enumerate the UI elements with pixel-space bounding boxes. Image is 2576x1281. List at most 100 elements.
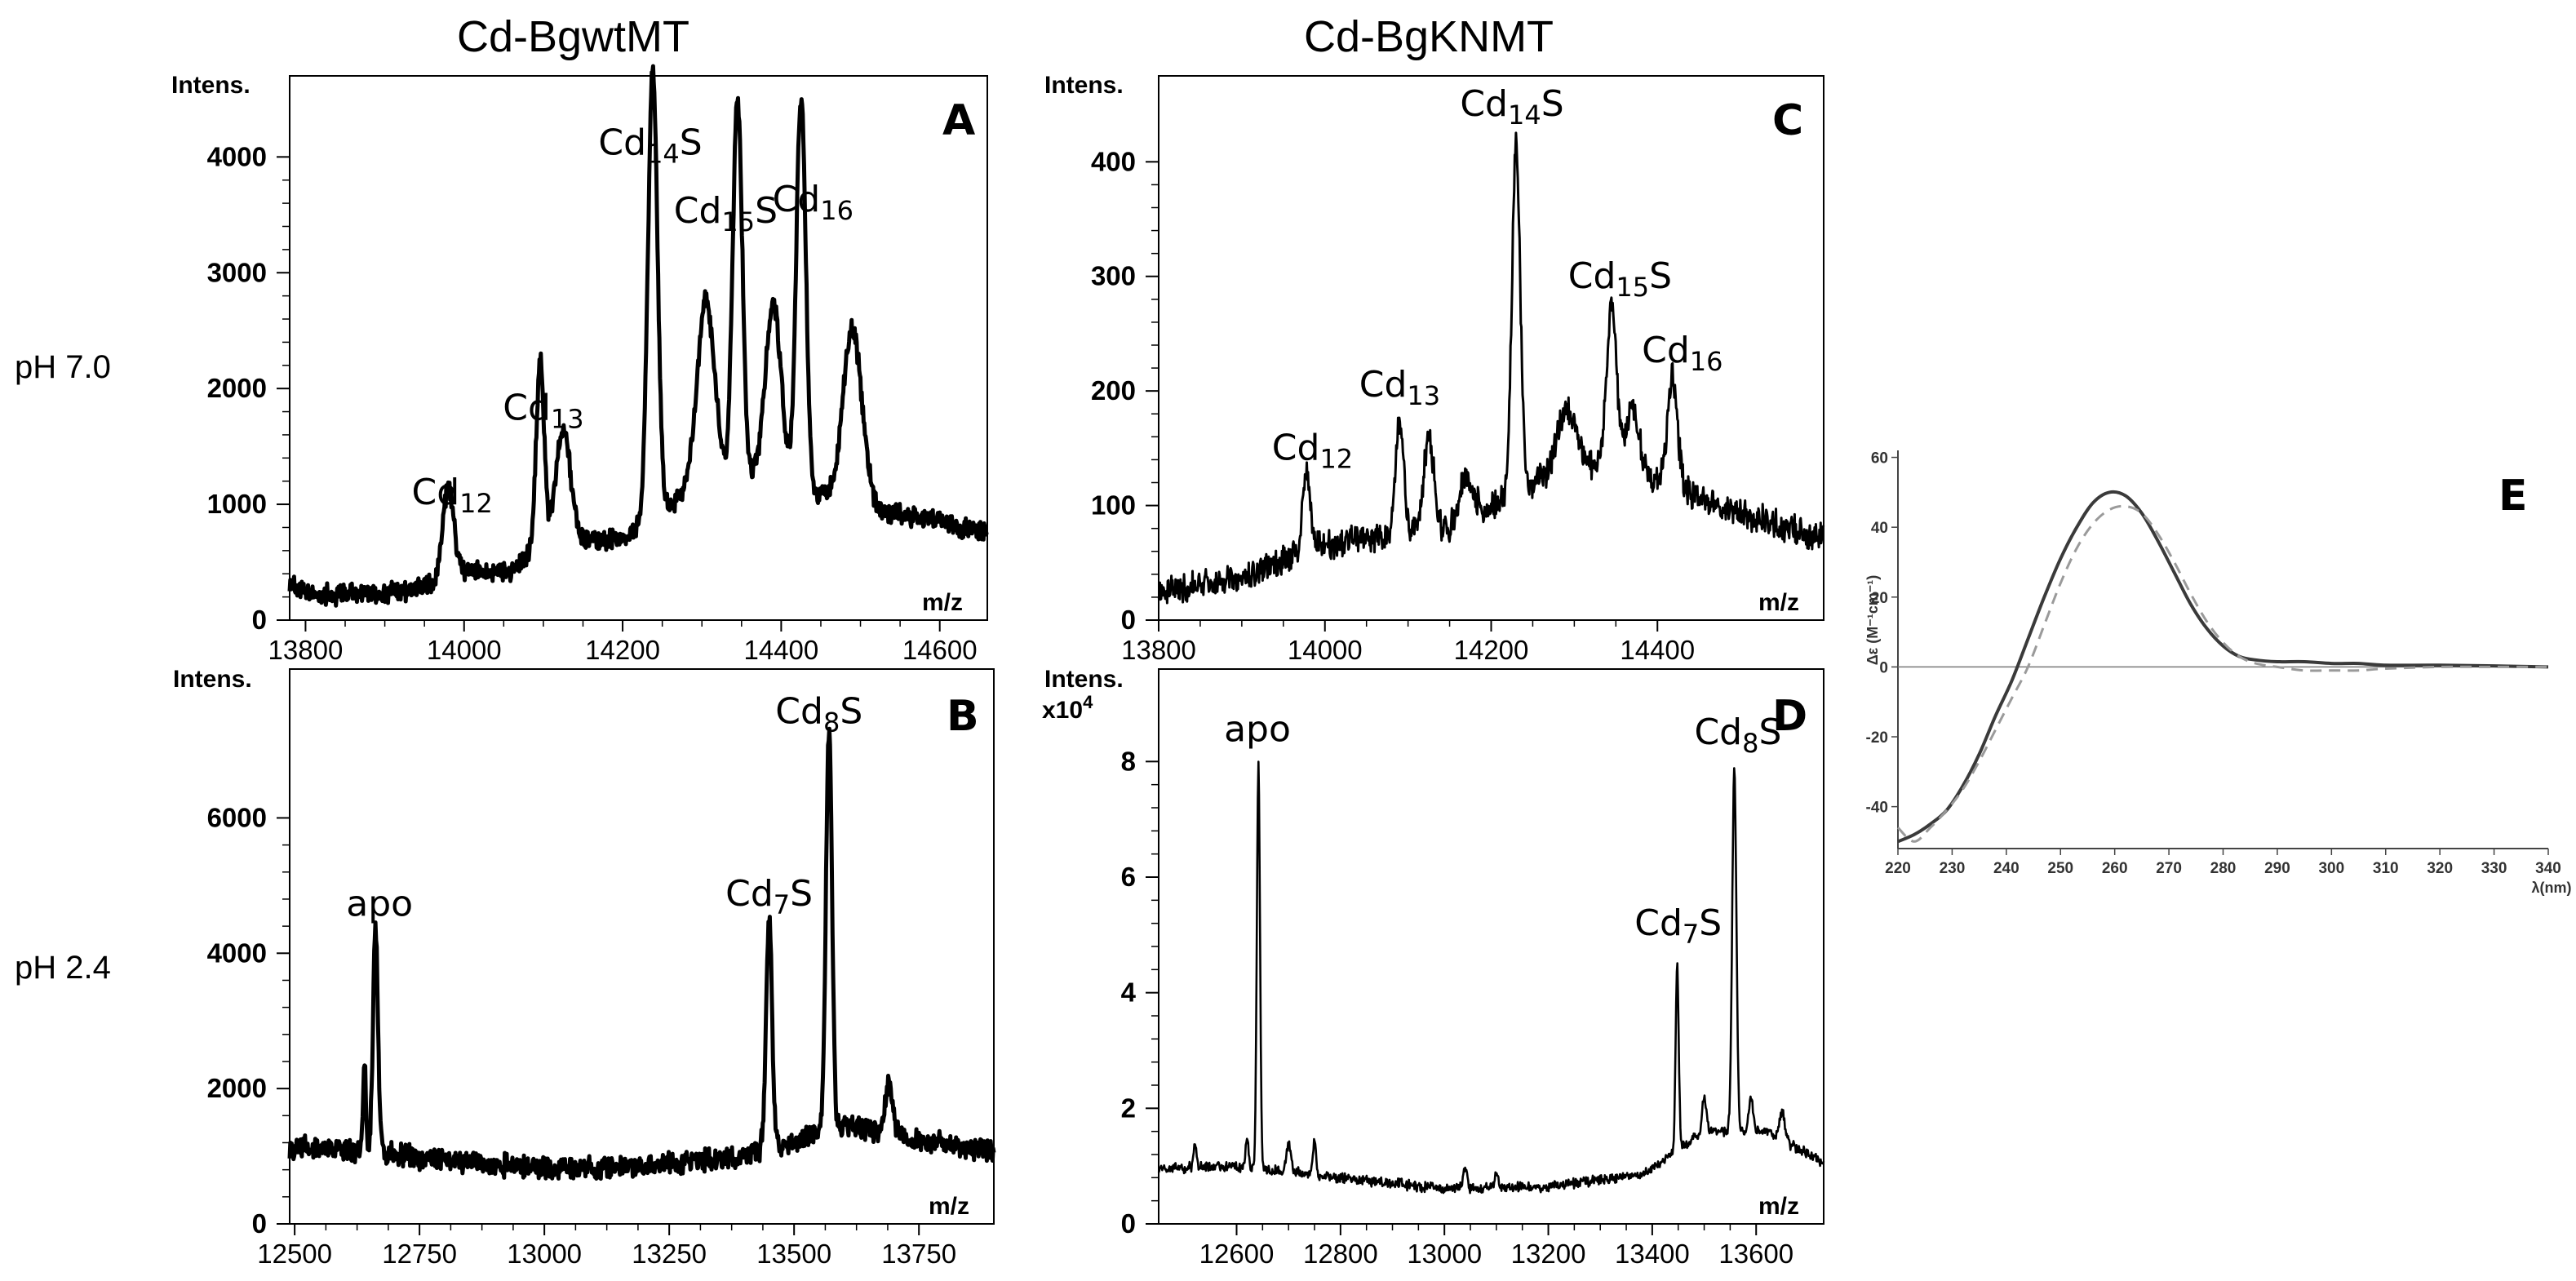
panel-b-ytick-label: 6000 (207, 802, 267, 832)
panel-e-ytick-label: -20 (1866, 729, 1888, 747)
panel-b-ytick-label: 2000 (207, 1073, 267, 1103)
panel-a-xtick-label: 14200 (585, 635, 660, 665)
panel-d-xtick-label: 13600 (1718, 1239, 1793, 1269)
panel-a-xtick-label: 13800 (268, 635, 344, 665)
panel-e-xtick-label: 250 (2047, 860, 2073, 877)
panel-e-xtick-label: 240 (1993, 860, 2020, 877)
panel-d-ylabel-multiplier: x104 (1042, 692, 1093, 724)
panel-b-xlabel: m/z (929, 1193, 969, 1220)
panel-d-xtick-label: 13400 (1615, 1239, 1690, 1269)
panel-c-peak-label: Cd12 (1272, 427, 1353, 474)
panel-e-xtick-label: 270 (2156, 860, 2182, 877)
panel-d-xtick-label: 12600 (1199, 1239, 1275, 1269)
panel-b-ytick-label: 4000 (207, 937, 267, 968)
panel-e-letter: E (2498, 472, 2528, 521)
panel-b-xtick-label: 13500 (756, 1239, 831, 1269)
panel-d-ytick-label: 4 (1121, 977, 1137, 1008)
panel-e-xtick-label: 330 (2481, 860, 2507, 877)
panel-c-ytick-label: 200 (1091, 375, 1136, 406)
panel-d-peak-label: apo (1224, 709, 1291, 751)
panel-c-peak-label: Cd14S (1460, 83, 1563, 131)
panel-e-series-solid (1897, 490, 2549, 844)
panel-d-ylabel: Intens. (1044, 666, 1124, 693)
panel-d-xlabel: m/z (1758, 1193, 1799, 1220)
panel-c-xtick-label: 14200 (1454, 635, 1529, 665)
panel-e-ylabel: Δε (M⁻¹cm⁻¹) (1864, 575, 1881, 665)
panel-d-peak-label: Cd8S (1694, 711, 1781, 759)
panel-a-ylabel: Intens. (171, 72, 251, 99)
panel-e-ytick-label: 0 (1879, 659, 1888, 676)
panel-b-ylabel: Intens. (173, 666, 252, 693)
panel-a-spectrum (287, 64, 989, 608)
panel-c-peak-label: Cd13 (1359, 364, 1440, 411)
panel-c-ytick-label: 300 (1091, 261, 1136, 291)
row-label-ph7: pH 7.0 (15, 349, 111, 385)
column-title-wt: Cd-BgwtMT (457, 12, 690, 61)
panel-e-xtick-label: 310 (2373, 860, 2399, 877)
panel-a-xlabel: m/z (922, 589, 963, 616)
panel-c-ytick-label: 100 (1091, 490, 1136, 521)
panel-e-xtick-label: 320 (2427, 860, 2453, 877)
panel-d-xtick-label: 13000 (1407, 1239, 1482, 1269)
panel-c-peak-label: Cd16 (1642, 330, 1723, 377)
column-title-kn: Cd-BgKNMT (1304, 12, 1554, 61)
panel-b-xtick-label: 12500 (257, 1239, 332, 1269)
panel-e-ytick-label: 20 (1871, 590, 1888, 607)
panel-a-peak-label: Cd14S (598, 122, 702, 170)
panel-e-xtick-label: 260 (2102, 860, 2128, 877)
panel-e-xtick-label: 340 (2535, 860, 2561, 877)
panel-a-ytick-label: 4000 (207, 141, 267, 171)
panel-c-xtick-label: 14400 (1620, 635, 1695, 665)
panel-b-xtick-label: 12750 (382, 1239, 457, 1269)
panel-a-ytick-label: 1000 (207, 489, 267, 519)
panel-c-xlabel: m/z (1758, 589, 1799, 616)
panel-e-xtick-label: 220 (1885, 860, 1911, 877)
panel-d-peak-label: Cd7S (1634, 902, 1722, 950)
panel-b-peak-label: Cd7S (725, 873, 813, 920)
panel-a-letter: A (942, 96, 975, 145)
panel-b-xtick-label: 13250 (632, 1239, 707, 1269)
panel-a-ytick-label: 2000 (207, 373, 267, 403)
panel-a-peak-label: Cd12 (411, 472, 492, 519)
panel-e-series-dashed (1896, 504, 2548, 843)
panel-a-xtick-label: 14000 (427, 635, 502, 665)
panel-c-ylabel: Intens. (1044, 72, 1124, 99)
row-label-ph24: pH 2.4 (15, 950, 111, 986)
panel-a-peak-label: Cd13 (503, 387, 583, 434)
panel-e-ytick-label: 40 (1871, 520, 1888, 537)
panel-b-xtick-label: 13000 (507, 1239, 582, 1269)
panel-b-ytick-label: 0 (252, 1208, 267, 1239)
panel-a-frame (289, 75, 988, 621)
panel-e-xlabel: λ(nm) (2532, 880, 2572, 896)
panel-d-xtick-label: 12800 (1303, 1239, 1378, 1269)
panel-a-ytick-label: 0 (252, 605, 267, 635)
panel-b-frame (289, 668, 995, 1225)
panel-d-letter: D (1772, 692, 1807, 741)
panel-e-xtick-label: 300 (2318, 860, 2344, 877)
panel-d-ytick-label: 6 (1121, 862, 1136, 892)
panel-c-ytick-label: 400 (1091, 146, 1136, 176)
panel-e-xtick-label: 290 (2264, 860, 2290, 877)
panel-a-peak-label: Cd16 (773, 179, 853, 226)
panel-d-ytick-label: 0 (1121, 1208, 1136, 1239)
panel-b-peak-label: apo (346, 884, 413, 925)
panel-e-ytick-label: 60 (1871, 450, 1888, 468)
panel-d-ytick-label: 2 (1121, 1093, 1136, 1123)
panel-e-ytick-label: -40 (1866, 800, 1888, 817)
panel-d-spectrum (1157, 760, 1825, 1195)
panel-b-xtick-label: 13750 (881, 1239, 956, 1269)
panel-c-letter: C (1772, 96, 1803, 145)
panel-b-peak-label: Cd8S (775, 690, 862, 738)
panel-d-xtick-label: 13200 (1511, 1239, 1586, 1269)
panel-b-letter: B (947, 692, 979, 741)
panel-e-xtick-label: 230 (1940, 860, 1966, 877)
panel-a-peak-label: Cd15S (674, 190, 778, 237)
panel-c-xtick-label: 13800 (1121, 635, 1196, 665)
panel-c-spectrum (1157, 131, 1825, 605)
panel-a-xtick-label: 14600 (902, 635, 978, 665)
panel-b-spectrum (287, 726, 996, 1181)
panel-e-xtick-label: 280 (2210, 860, 2237, 877)
panel-a-ytick-label: 3000 (207, 257, 267, 287)
panel-c-peak-label: Cd15S (1568, 255, 1672, 303)
